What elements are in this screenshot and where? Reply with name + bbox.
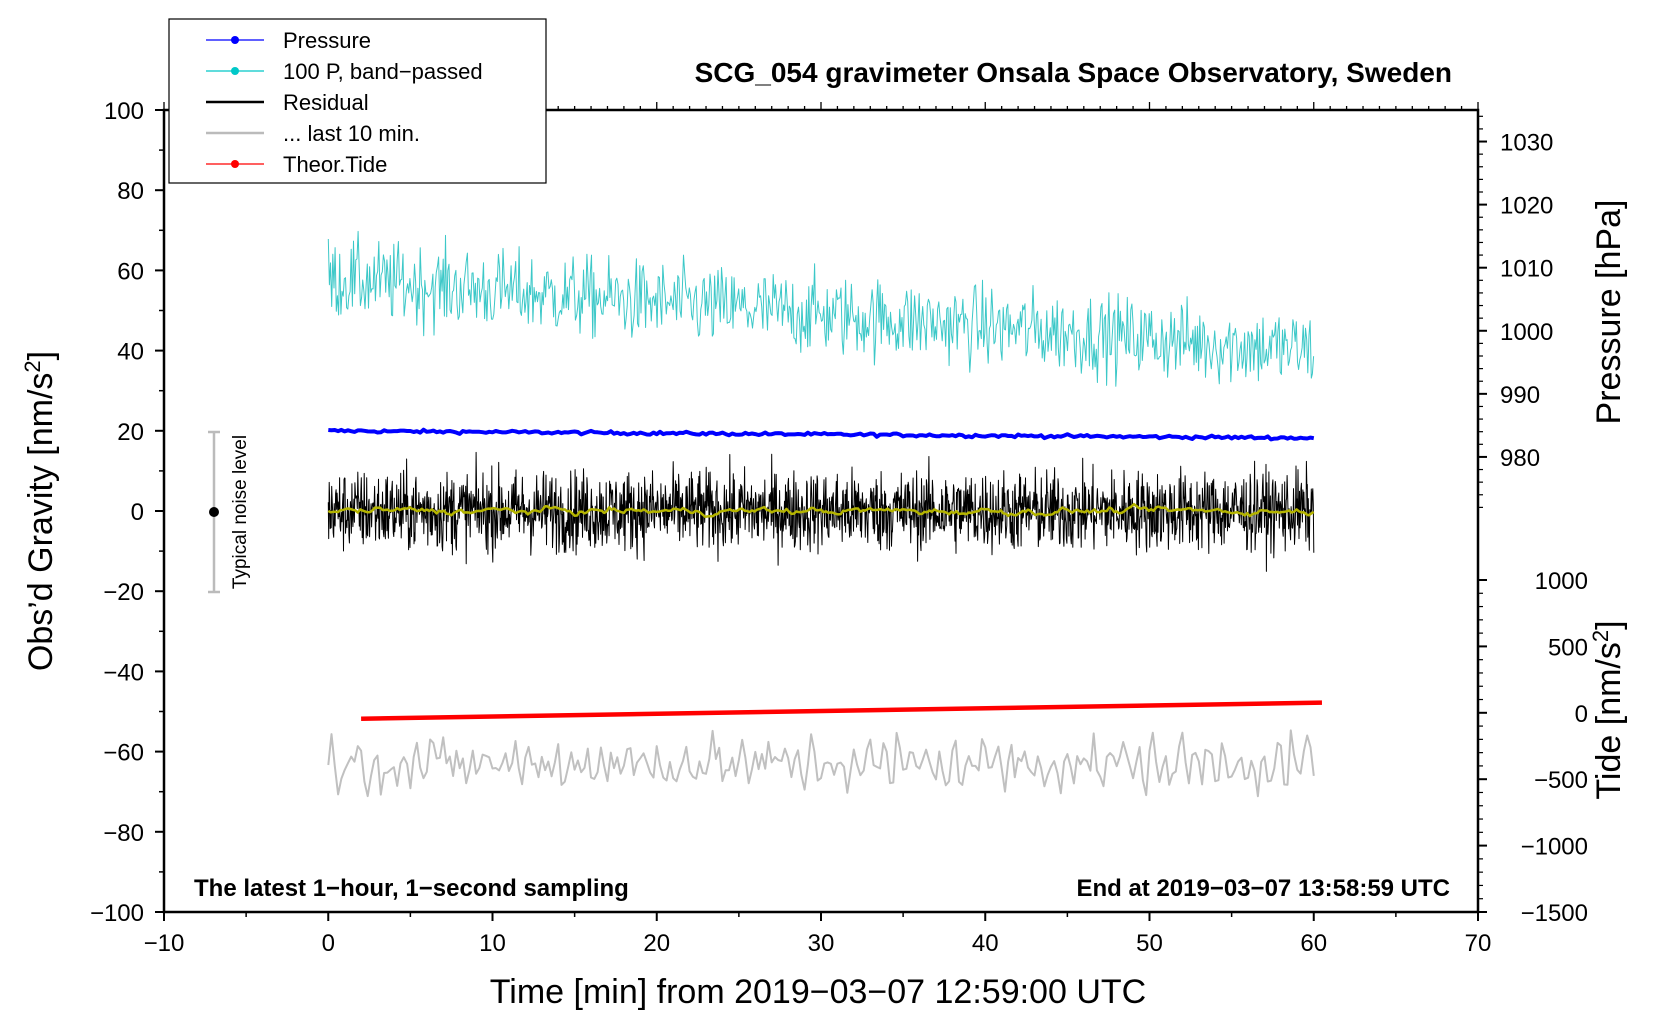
y-tick-label: −60 [103, 740, 144, 767]
pressure-tick-label: 980 [1500, 445, 1540, 472]
tide-tick-label: 500 [1548, 634, 1588, 661]
x-tick-label: 50 [1136, 930, 1163, 957]
series-theor-tide [361, 700, 1322, 721]
y-tick-label: −80 [103, 820, 144, 847]
pressure-tick-label: 1010 [1500, 256, 1553, 283]
legend-marker [231, 160, 239, 168]
y-axis-title-left: Obs’d Gravity [nm/s2] [20, 351, 61, 671]
tide-tick-label: 1000 [1535, 568, 1588, 595]
chart-title: SCG_054 gravimeter Onsala Space Observat… [695, 57, 1452, 88]
pressure-tick-label: 1030 [1500, 130, 1553, 157]
x-axis-ticks: −10 0 10 20 30 40 50 60 70 [144, 912, 1492, 957]
legend-label: ... last 10 min. [283, 121, 420, 146]
tide-tick-label: −500 [1534, 767, 1588, 794]
legend-label: 100 P, band−passed [283, 59, 483, 84]
series-residual [327, 451, 1315, 572]
x-tick-label: −10 [144, 930, 185, 957]
pressure-tick-label: 1020 [1500, 193, 1553, 220]
tide-tick-label: −1500 [1521, 900, 1588, 927]
tide-tick-label: −1000 [1521, 834, 1588, 861]
x-tick-label: 70 [1465, 930, 1492, 957]
y-tick-label: −20 [103, 579, 144, 606]
y-tick-label: 100 [104, 98, 144, 125]
legend-label: Pressure [283, 28, 371, 53]
right-axis-ticks: 980 990 1000 1010 1020 1030 −1500 −1000 −500 0 500… [1478, 115, 1588, 927]
y-tick-label: 60 [117, 258, 144, 285]
x-tick-label: 30 [808, 930, 835, 957]
legend-marker [231, 36, 239, 44]
pressure-tick-label: 1000 [1500, 319, 1553, 346]
x-tick-label: 0 [322, 930, 335, 957]
y-tick-label: 0 [131, 499, 144, 526]
legend-label: Theor.Tide [283, 152, 387, 177]
tide-tick-label: 0 [1575, 701, 1588, 728]
y-tick-label: 80 [117, 178, 144, 205]
legend-items: Pressure 100 P, band−passed Residual ... la… [206, 28, 483, 177]
legend: Pressure 100 P, band−passed Residual ... la… [168, 18, 547, 184]
x-tick-label: 40 [972, 930, 999, 957]
x-tick-label: 60 [1300, 930, 1327, 957]
series-pressure [328, 427, 1315, 442]
annotation-end-time: End at 2019−03−07 13:58:59 UTC [1076, 875, 1450, 902]
x-tick-label: 20 [643, 930, 670, 957]
y-tick-label: 20 [117, 419, 144, 446]
noise-level-label: Typical noise level [230, 435, 251, 589]
y-axis-title-tide: Tide [nm/s2] [1588, 620, 1629, 799]
x-axis-title: Time [min] from 2019−03−07 12:59:00 UTC [490, 973, 1146, 1011]
legend-marker [231, 67, 239, 75]
y-tick-label: −100 [90, 900, 144, 927]
y-axis-title-pressure: Pressure [hPa] [1590, 200, 1628, 425]
pressure-tick-label: 990 [1500, 382, 1540, 409]
annotation-sampling: The latest 1−hour, 1−second sampling [194, 875, 629, 902]
series-band-passed [327, 230, 1315, 387]
y-tick-label: 40 [117, 339, 144, 366]
y-axis-ticks: −100 −80 −60 −40 −20 0 20 40 60 80 100 [90, 98, 164, 927]
noise-bar-center-dot [209, 507, 219, 517]
y-tick-label: −40 [103, 659, 144, 686]
x-tick-label: 10 [479, 930, 506, 957]
series-residual-smoothed [327, 502, 1315, 519]
legend-label: Residual [283, 90, 369, 115]
noise-level-indicator: Typical noise level [208, 430, 251, 594]
series-last-10-min [327, 729, 1315, 798]
series-lines [327, 230, 1322, 798]
